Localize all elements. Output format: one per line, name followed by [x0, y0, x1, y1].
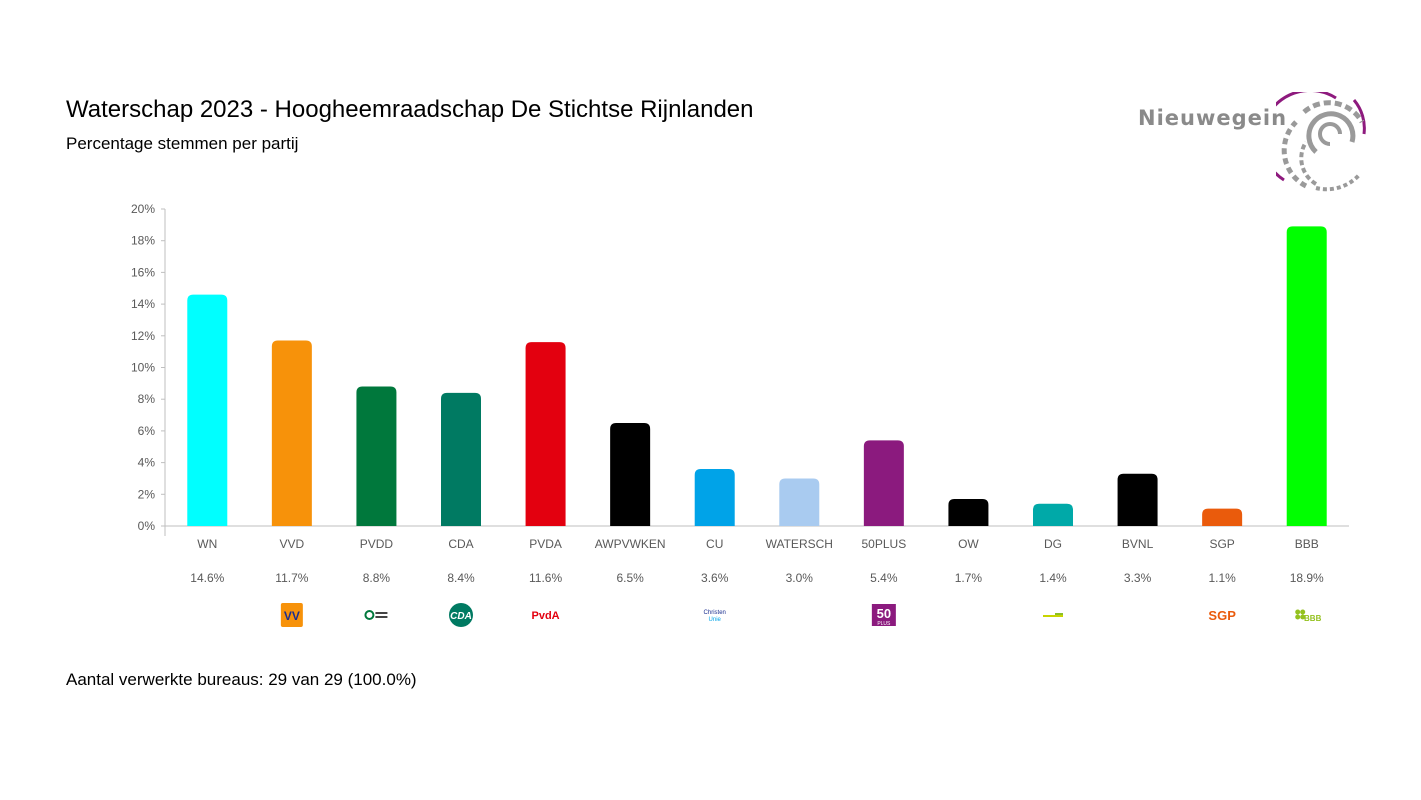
chart-axes: 0% 2% 4% 6% 8% 10% 12% 14% 16% 18% 20% [131, 202, 1349, 536]
bbb-logo-icon: BBB [1295, 609, 1322, 623]
page-title: Waterschap 2023 - Hoogheemraadschap De S… [66, 96, 754, 123]
bar-wn [187, 294, 228, 526]
bar-pvdd [356, 386, 397, 526]
page-subtitle: Percentage stemmen per partij [66, 134, 299, 153]
svg-text:BBB: BBB [1304, 614, 1322, 623]
sgp-logo-icon: SGP [1208, 608, 1236, 623]
bar-watersch [779, 478, 820, 526]
bar-chart: 0% 2% 4% 6% 8% 10% 12% 14% 16% 18% 20% WN 14.6% VVD 1… [131, 202, 1349, 627]
svg-text:Christen: Christen [704, 610, 726, 616]
pvda-logo-icon: PvdA [532, 610, 560, 622]
processed-bureaus-text: Aantal verwerkte bureaus: 29 van 29 (100… [66, 670, 417, 689]
bar-bbb [1286, 226, 1327, 526]
value-label: 1.4% [1039, 571, 1067, 585]
value-label: 3.6% [701, 571, 729, 585]
y-tick-label: 2% [138, 487, 156, 501]
chart-labels: WN 14.6% VVD 11.7% PVDD 8.8% CDA 8.4% PVDA 11.6% A… [190, 537, 1324, 585]
category-label: CDA [448, 537, 473, 551]
category-label: BVNL [1122, 537, 1154, 551]
bar-ow [948, 499, 989, 526]
pvdd-logo-icon [364, 610, 388, 620]
svg-text:CDA: CDA [450, 611, 472, 622]
value-label: 3.0% [786, 571, 814, 585]
value-label: 11.6% [529, 571, 562, 585]
brand-logo: Nieuwegein [1138, 92, 1378, 202]
category-label: AWPVWKEN [595, 537, 666, 551]
category-label: 50PLUS [862, 537, 907, 551]
svg-text:SGP: SGP [1208, 608, 1236, 623]
svg-text:50: 50 [877, 606, 891, 621]
y-tick-label: 4% [138, 456, 156, 470]
y-tick-label: 20% [131, 202, 155, 216]
bar-awpvwken [610, 422, 651, 526]
cda-logo-icon: CDA [449, 603, 473, 627]
bar-vvd [271, 340, 312, 526]
value-label: 18.9% [1290, 571, 1324, 585]
value-label: 3.3% [1124, 571, 1152, 585]
y-tick-label: 12% [131, 329, 155, 343]
svg-text:VV: VV [284, 609, 300, 623]
y-tick-label: 0% [138, 519, 156, 533]
value-label: 1.1% [1208, 571, 1236, 585]
y-tick-label: 8% [138, 392, 156, 406]
bar-sgp [1202, 508, 1243, 526]
category-label: BBB [1295, 537, 1319, 551]
category-label: SGP [1209, 537, 1234, 551]
value-label: 11.7% [275, 571, 308, 585]
bar-dg [1033, 503, 1073, 526]
svg-text:Unie: Unie [709, 617, 722, 623]
y-tick-label: 6% [138, 424, 156, 438]
category-label: DG [1044, 537, 1062, 551]
nieuwegein-spiral-logo-icon [1276, 92, 1366, 192]
bar-bvnl [1117, 473, 1158, 526]
y-tick-label: 10% [131, 361, 155, 375]
value-label: 8.8% [363, 571, 391, 585]
value-label: 6.5% [616, 571, 644, 585]
category-label: PVDA [529, 537, 562, 551]
category-label: PVDD [360, 537, 394, 551]
svg-text:PvdA: PvdA [532, 610, 560, 622]
category-label: WN [197, 537, 217, 551]
svg-text:PLUS: PLUS [877, 621, 891, 627]
value-label: 8.4% [447, 571, 475, 585]
value-label: 14.6% [190, 571, 224, 585]
bar-pvda [525, 342, 566, 526]
chart-bars [187, 226, 1327, 526]
bar-50plus [863, 440, 904, 526]
vvd-logo-icon: VV [280, 603, 303, 627]
category-label: OW [958, 537, 979, 551]
bar-cu [694, 468, 735, 526]
category-label: CU [706, 537, 723, 551]
value-label: 5.4% [870, 571, 898, 585]
category-label: VVD [280, 537, 305, 551]
brand-name: Nieuwegein [1138, 106, 1288, 130]
value-label: 1.7% [955, 571, 983, 585]
bar-cda [441, 392, 481, 526]
y-tick-label: 16% [131, 265, 155, 279]
dg-logo-icon [1043, 613, 1063, 617]
50plus-logo-icon: 50PLUS [871, 604, 896, 627]
category-label: WATERSCH [766, 537, 833, 551]
y-tick-label: 14% [131, 297, 155, 311]
y-tick-label: 18% [131, 234, 155, 248]
